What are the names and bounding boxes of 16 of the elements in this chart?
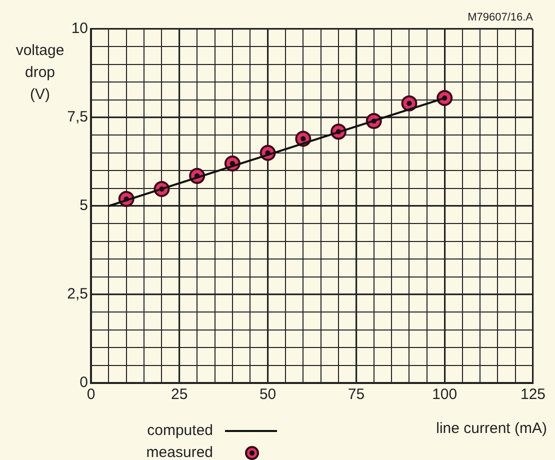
y-axis-title: voltage drop (V) — [16, 42, 64, 104]
text: M79607/16.A — [468, 12, 534, 24]
y-tick-label: 10 — [71, 20, 88, 38]
x-tick-label: 50 — [259, 386, 276, 404]
x-axis-title: line current (mA) — [436, 420, 548, 438]
x-tick-label: 75 — [348, 386, 365, 404]
y-tick-label: 0 — [80, 374, 88, 392]
x-tick-label: 25 — [171, 386, 188, 404]
y-tick-label: 7,5 — [67, 108, 88, 126]
point — [401, 95, 418, 112]
legend-label: computed — [147, 422, 213, 440]
y-tick-label: 2,5 — [67, 286, 88, 303]
x-tick-label: 125 — [520, 386, 546, 404]
x-tick-label: 100 — [432, 386, 458, 404]
legend-label: measured — [146, 444, 213, 460]
y-tick-label: 5 — [80, 197, 88, 214]
